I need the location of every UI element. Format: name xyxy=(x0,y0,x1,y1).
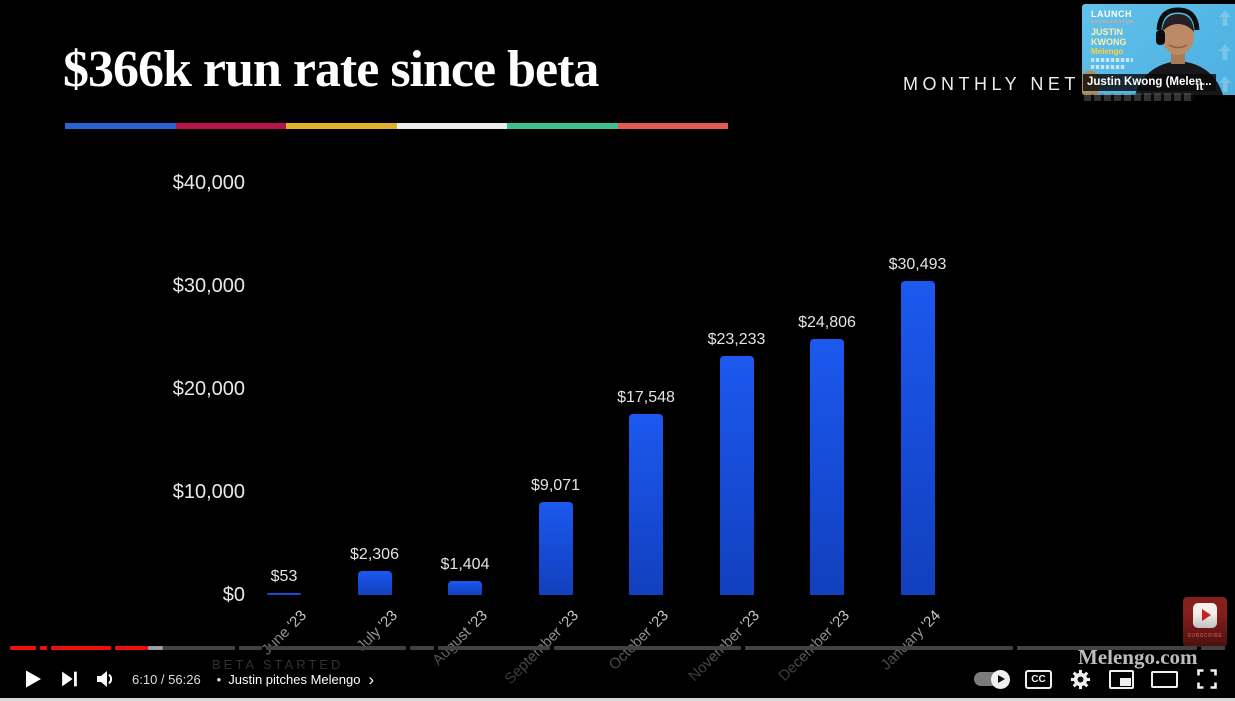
chart-bar xyxy=(357,571,392,595)
time-display: 6:10 / 56:26 xyxy=(132,671,201,687)
bar-value-label: $2,306 xyxy=(350,546,399,564)
accent-stripe xyxy=(65,123,728,129)
gear-icon xyxy=(1070,669,1091,689)
y-axis-tick: $0 xyxy=(222,584,245,606)
play-button[interactable] xyxy=(20,667,44,691)
autoplay-toggle-track xyxy=(974,669,1010,689)
progress-segment-played[interactable] xyxy=(10,646,36,650)
subtitle-caption-tail: it xyxy=(1196,79,1204,93)
progress-segment-rest[interactable] xyxy=(1017,646,1197,650)
y-axis-tick: $40,000 xyxy=(172,172,245,194)
miniplayer-icon xyxy=(1109,669,1134,689)
page-background-strip xyxy=(0,698,1235,701)
program-subname: ACCELERATOR xyxy=(1091,19,1134,24)
fullscreen-button[interactable] xyxy=(1195,667,1219,691)
social-handle-line xyxy=(1091,58,1133,62)
miniplayer-button[interactable] xyxy=(1109,669,1134,689)
bar-value-label: $53 xyxy=(270,568,298,585)
bar-value-label: $17,548 xyxy=(617,389,675,407)
bar-value-label: $30,493 xyxy=(888,255,947,273)
progress-segment-rest[interactable] xyxy=(239,646,262,650)
speaker-last-name: KWONG xyxy=(1091,37,1127,47)
chapter-bullet: • xyxy=(216,671,222,687)
chart-bar xyxy=(448,580,482,595)
settings-button[interactable] xyxy=(1069,668,1092,691)
closed-captions-button[interactable]: CC xyxy=(1025,669,1052,689)
theater-mode-button[interactable] xyxy=(1151,670,1178,688)
speaker-first-name: JUSTIN xyxy=(1091,27,1124,37)
speaker-company: Melengo xyxy=(1091,47,1124,56)
accent-stripe-segment xyxy=(175,123,286,129)
accent-stripe-segment xyxy=(286,123,397,129)
volume-icon xyxy=(97,671,113,687)
progress-segment-buffer[interactable] xyxy=(148,646,163,650)
chapter-chevron-icon[interactable]: › xyxy=(368,669,375,689)
y-axis-tick: $30,000 xyxy=(172,275,245,297)
bar-value-label: $9,071 xyxy=(531,476,580,494)
controls-gradient xyxy=(0,613,1235,701)
program-name: LAUNCH xyxy=(1091,9,1132,19)
autoplay-toggle-knob xyxy=(991,669,1010,689)
autoplay-toggle[interactable] xyxy=(974,669,1010,689)
progress-segment-rest[interactable] xyxy=(163,646,235,650)
chart-bar xyxy=(810,339,844,595)
up-arrow-decoration xyxy=(1219,76,1231,92)
fullscreen-icon xyxy=(1197,669,1217,689)
chart-bar xyxy=(267,593,301,595)
bar-value-label: $1,404 xyxy=(440,555,490,573)
progress-segment-rest[interactable] xyxy=(438,646,550,650)
progress-segment-played[interactable] xyxy=(115,646,148,650)
progress-segment-played[interactable] xyxy=(51,646,111,650)
progress-segment-rest[interactable] xyxy=(554,646,741,650)
y-axis-tick: $10,000 xyxy=(172,481,245,503)
chart-bar xyxy=(538,501,573,595)
progress-segment-played[interactable] xyxy=(40,646,47,650)
chart-bar xyxy=(719,355,754,595)
progress-segment-rest[interactable] xyxy=(266,646,406,650)
chart-bar xyxy=(629,414,663,595)
play-icon xyxy=(26,670,41,688)
player-controls: 6:10 / 56:26 • Justin pitches Melengo › … xyxy=(0,664,1235,694)
progress-segment-rest[interactable] xyxy=(745,646,1013,650)
subtitle-caption-second-line xyxy=(1084,93,1194,101)
slide-title: $366k run rate since beta xyxy=(63,41,599,98)
next-button[interactable] xyxy=(58,668,80,690)
chart-bar xyxy=(900,280,935,595)
seek-bar[interactable] xyxy=(0,646,1235,650)
theater-mode-icon xyxy=(1151,670,1178,688)
subtitle-caption: Justin Kwong (Melen... xyxy=(1083,74,1216,91)
website-line xyxy=(1091,65,1125,69)
chapter-title[interactable]: Justin pitches Melengo xyxy=(228,671,361,687)
up-arrow-decoration xyxy=(1219,44,1231,60)
progress-segment-rest[interactable] xyxy=(1201,646,1225,650)
y-axis-tick: $20,000 xyxy=(172,378,245,400)
next-icon xyxy=(62,671,77,687)
bar-value-label: $23,233 xyxy=(707,330,766,348)
cc-icon: CC xyxy=(1025,669,1052,689)
accent-stripe-segment xyxy=(507,123,618,129)
accent-stripe-segment xyxy=(396,123,507,129)
accent-stripe-segment xyxy=(65,123,176,129)
bar-value-label: $24,806 xyxy=(798,314,856,332)
accent-stripe-segment xyxy=(617,123,728,129)
progress-segment-rest[interactable] xyxy=(410,646,434,650)
volume-button[interactable] xyxy=(94,667,118,691)
up-arrow-decoration xyxy=(1219,10,1231,26)
